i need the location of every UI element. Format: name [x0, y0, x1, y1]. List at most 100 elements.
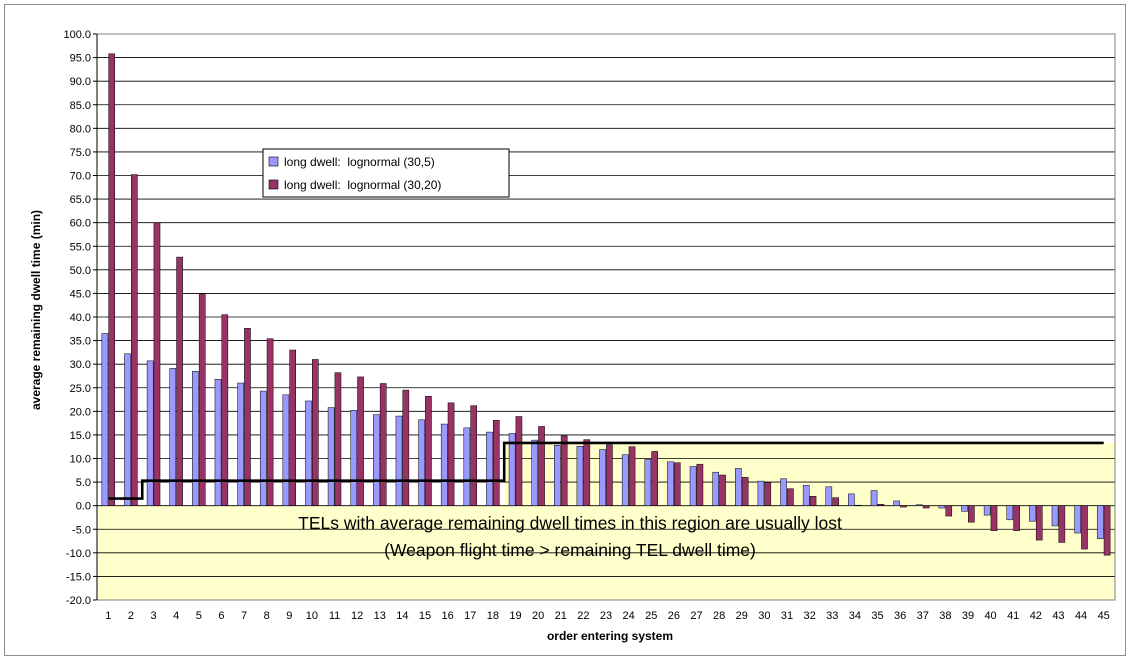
- bar-series-2: [379, 383, 387, 506]
- y-tick-label: -15.0: [66, 571, 91, 583]
- gridlines: [93, 33, 1115, 601]
- y-axis-title: average remaining dwell time (min): [29, 210, 43, 410]
- x-tick-label: 42: [1030, 610, 1042, 622]
- bar-series-1: [395, 415, 403, 506]
- bar-series-1: [938, 505, 946, 509]
- y-tick-label: 45.0: [70, 288, 91, 300]
- bar-series-2: [832, 497, 839, 506]
- bar-series-2: [244, 328, 251, 506]
- x-tick-label: 30: [758, 610, 770, 622]
- bar-series-1: [124, 353, 131, 506]
- x-tick-label: 34: [849, 610, 861, 622]
- bar-series-1: [1029, 505, 1036, 522]
- bar-series-2: [968, 505, 975, 523]
- bar-series-2: [809, 495, 817, 506]
- bar-series-2: [515, 416, 523, 506]
- bar-series-1: [802, 485, 810, 506]
- y-tick-label: 85.0: [70, 100, 91, 112]
- bar-series-1: [621, 454, 629, 506]
- x-tick-label: 40: [984, 610, 996, 622]
- y-tick-label: 20.0: [70, 406, 91, 418]
- x-tick-label: 11: [329, 610, 340, 622]
- y-tick-label: -5.0: [72, 524, 91, 536]
- y-tick-label: -20.0: [66, 595, 91, 607]
- bar-series-1: [667, 461, 674, 506]
- bar-series-1: [1051, 505, 1059, 527]
- bar-series-2: [787, 488, 794, 506]
- bar-series-2: [198, 293, 206, 506]
- bar-series-2: [922, 505, 930, 509]
- bar-series-1: [259, 390, 267, 506]
- bar-series-1: [825, 486, 833, 506]
- bar-series-2: [470, 405, 477, 506]
- bar-series-2: [900, 505, 907, 508]
- bar-series-2: [538, 426, 545, 506]
- bar-series-1: [531, 439, 539, 506]
- bar-series-1: [282, 394, 290, 506]
- x-tick-label: 7: [241, 610, 247, 622]
- bar-series-2: [425, 395, 432, 506]
- bar-series-1: [848, 493, 855, 506]
- x-tick-label: 44: [1075, 610, 1087, 622]
- x-tick-label: 9: [286, 610, 292, 622]
- legend: long dwell: lognormal (30,5) long dwell:…: [262, 148, 510, 198]
- x-tick-label: 13: [374, 610, 386, 622]
- bar-series-2: [402, 389, 410, 506]
- bar-series-1: [712, 471, 720, 506]
- x-tick-label: 21: [555, 610, 567, 622]
- bar-series-1: [893, 500, 900, 506]
- x-tick-label: 14: [396, 610, 408, 622]
- bar-series-2: [854, 504, 862, 506]
- threshold-line: [108, 441, 1104, 500]
- chart: -20.0 -15.0 -10.0 -5.0 0.0 5.0 10.0 15.0 20.0 25.…: [29, 29, 1116, 643]
- bar-series-2: [628, 446, 636, 506]
- y-tick-label: 95.0: [70, 53, 91, 65]
- x-tick-label: 36: [894, 610, 906, 622]
- legend-label-series-1: long dwell: lognormal (30,5): [284, 155, 435, 169]
- x-tick-label: 5: [196, 610, 202, 622]
- x-tick-label: 20: [532, 610, 544, 622]
- bar-series-2: [990, 505, 998, 531]
- x-tick-label: 41: [1007, 610, 1019, 622]
- annotation-line-1: TELs with average remaining dwell times …: [298, 513, 842, 533]
- bar-series-2: [1058, 505, 1066, 543]
- bar-series-1: [1074, 505, 1081, 534]
- x-tick-label: 29: [736, 610, 748, 622]
- bar-series-2: [357, 376, 364, 506]
- bar-series-1: [870, 490, 878, 506]
- x-tick-label: 32: [803, 610, 815, 622]
- x-tick-label: 45: [1098, 610, 1110, 622]
- annotation-line-2: (Weapon flight time > remaining TEL dwel…: [384, 540, 756, 560]
- x-tick-label: 33: [826, 610, 838, 622]
- legend-box: [262, 148, 510, 198]
- bar-series-2: [719, 474, 726, 506]
- bar-series-1: [915, 504, 923, 506]
- bar-series-2: [651, 451, 658, 506]
- x-tick-label: 22: [577, 610, 589, 622]
- bar-series-2: [583, 439, 591, 506]
- y-tick-label: 35.0: [70, 336, 91, 348]
- y-tick-label: 80.0: [70, 123, 91, 135]
- bar-series-2: [492, 420, 500, 506]
- x-tick-label: 3: [150, 610, 156, 622]
- bar-series-2: [108, 53, 116, 506]
- x-tick-label: 38: [939, 610, 951, 622]
- bar-series-2: [447, 402, 455, 506]
- bar-series-1: [961, 505, 968, 512]
- bar-series-2: [877, 504, 885, 506]
- x-tick-label: 26: [668, 610, 680, 622]
- bar-series-1: [463, 427, 471, 506]
- bar-series-1: [689, 466, 697, 506]
- x-axis-title: order entering system: [547, 629, 673, 643]
- y-tick-label: 75.0: [70, 147, 91, 159]
- x-tick-label: 12: [351, 610, 363, 622]
- x-tick-label: 6: [218, 610, 224, 622]
- y-tick-label: 15.0: [70, 430, 91, 442]
- x-tick-label: 25: [645, 610, 657, 622]
- bar-series-2: [289, 349, 297, 506]
- y-tick-label: 100.0: [63, 29, 91, 41]
- bar-series-1: [983, 505, 991, 516]
- legend-label-series-2: long dwell: lognormal (30,20): [284, 178, 441, 192]
- bar-series-2: [606, 444, 613, 506]
- y-tick-label: 65.0: [70, 194, 91, 206]
